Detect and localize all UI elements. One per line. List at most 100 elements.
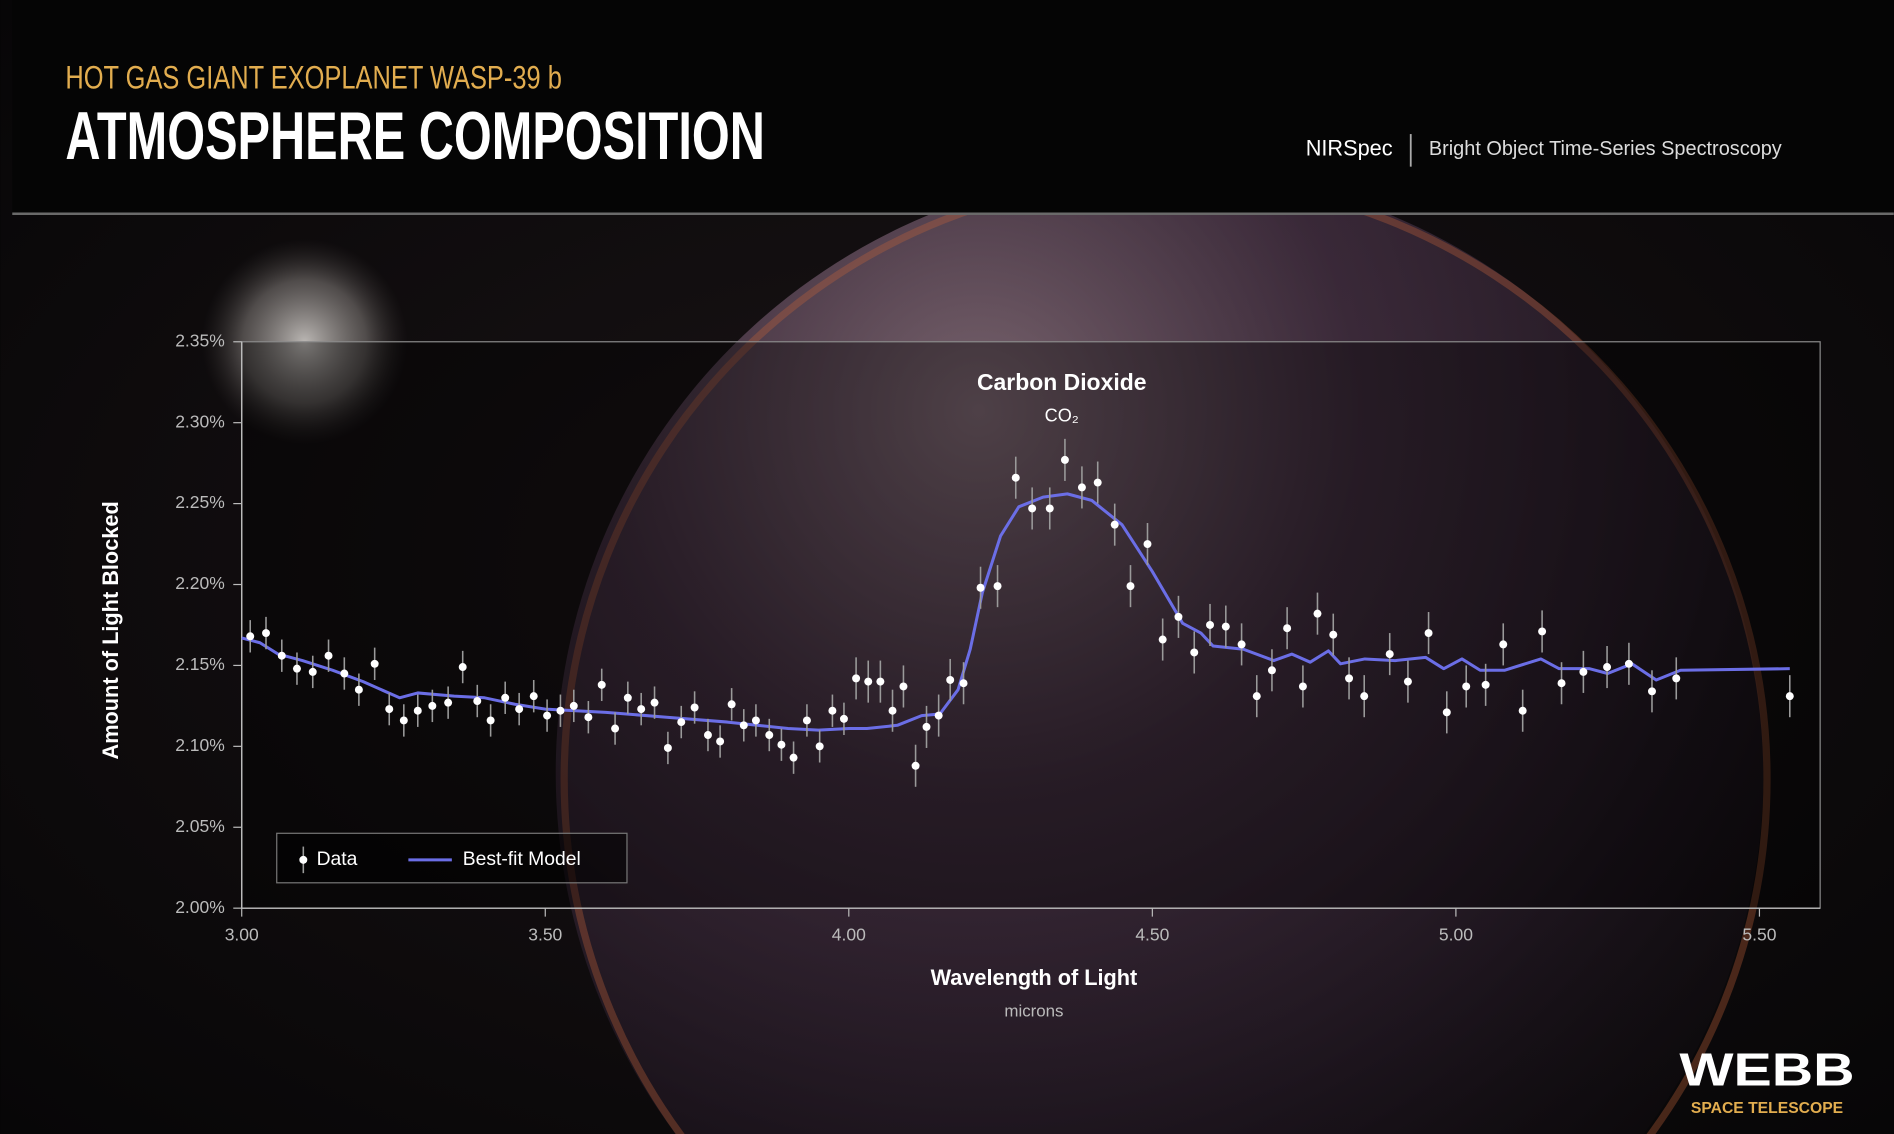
data-point (1579, 667, 1588, 676)
data-point (611, 724, 620, 733)
data-point (828, 706, 837, 715)
data-point (888, 706, 897, 715)
data-point (789, 753, 798, 762)
planet-art (555, 169, 1764, 1134)
data-point (473, 697, 482, 706)
data-point (703, 731, 712, 739)
data-point (1126, 582, 1135, 591)
data-point (1174, 612, 1183, 621)
data-point (1252, 692, 1261, 701)
data-point (1077, 483, 1086, 492)
data-point (650, 698, 659, 707)
x-tick-label: 4.00 (832, 925, 866, 945)
data-point (1237, 640, 1246, 649)
data-point (993, 582, 1002, 591)
data-point (1093, 478, 1102, 487)
data-point (1481, 680, 1490, 689)
legend-label: Best-fit Model (463, 849, 581, 870)
data-point (727, 700, 736, 709)
data-point (1499, 640, 1508, 649)
data-point (556, 706, 565, 715)
x-tick-label: 5.00 (1439, 925, 1473, 945)
x-tick-label: 3.00 (225, 925, 259, 945)
data-point (1345, 674, 1354, 683)
data-point (1206, 620, 1215, 629)
data-point (1329, 630, 1338, 639)
legend-point (299, 855, 308, 864)
data-point (486, 716, 495, 725)
data-point (292, 664, 301, 673)
data-point (324, 651, 333, 660)
data-point (623, 693, 632, 702)
y-tick-label: 2.10% (175, 735, 225, 755)
y-tick-label: 2.25% (175, 492, 225, 512)
data-point (413, 706, 422, 715)
data-point (751, 716, 760, 725)
legend-label: Data (317, 849, 358, 870)
data-point (677, 718, 686, 727)
y-tick-label: 2.00% (175, 897, 225, 917)
annotation: Carbon Dioxide (977, 369, 1147, 395)
data-point (370, 659, 379, 668)
data-point (663, 743, 672, 752)
y-axis-label: Amount of Light Blocked (98, 501, 123, 759)
x-tick-label: 3.50 (528, 925, 562, 945)
data-point (340, 669, 349, 678)
data-point (1060, 455, 1069, 464)
data-point (1624, 659, 1633, 668)
annotation-formula: CO₂ (1045, 405, 1079, 425)
data-point (934, 711, 943, 720)
data-point (515, 705, 524, 714)
header-title: ATMOSPHERE COMPOSITION (65, 99, 765, 174)
data-point (1011, 473, 1020, 482)
data-point (815, 742, 824, 751)
data-point (1190, 648, 1199, 657)
data-point (1298, 682, 1307, 691)
data-point (1672, 674, 1681, 683)
data-point (739, 721, 748, 730)
data-point (385, 705, 394, 714)
x-axis-label: Wavelength of Light (931, 965, 1138, 990)
data-point (876, 677, 885, 686)
data-point (852, 674, 861, 683)
y-tick-label: 2.20% (175, 573, 225, 593)
logo-tagline: SPACE TELESCOPE (1691, 1100, 1843, 1117)
logo: WEBB (1679, 1045, 1854, 1096)
data-point (246, 632, 255, 641)
data-point (597, 680, 606, 689)
data-point (976, 583, 985, 592)
data-point (501, 693, 510, 702)
data-point (1518, 706, 1527, 715)
data-point (1538, 627, 1547, 636)
header-subtitle: HOT GAS GIANT EXOPLANET WASP-39 b (65, 60, 561, 96)
header-band (12, 0, 1894, 213)
x-tick-label: 5.50 (1742, 925, 1776, 945)
data-point (864, 677, 873, 686)
model-line (241, 492, 1790, 732)
data-point (765, 731, 774, 739)
data-point (399, 716, 408, 725)
plot-frame (241, 341, 1821, 909)
x-tick-label: 4.50 (1135, 925, 1169, 945)
data-point (1158, 635, 1167, 644)
y-tick-label: 2.15% (175, 654, 225, 674)
data-point (1283, 624, 1292, 633)
instrument: NIRSpec (1306, 135, 1393, 160)
data-point (1143, 540, 1152, 549)
y-tick-label: 2.35% (175, 330, 225, 350)
data-point (584, 713, 593, 722)
data-point (946, 676, 955, 684)
data-point (802, 716, 811, 725)
data-point (1647, 687, 1656, 696)
data-point (839, 714, 848, 723)
data-point (1267, 666, 1276, 675)
data-point (543, 711, 552, 720)
data-point (1424, 629, 1433, 638)
data-point (1385, 650, 1394, 659)
data-point (637, 705, 646, 714)
data-point (899, 682, 908, 691)
legend-box (276, 832, 628, 884)
data-point (1403, 677, 1412, 686)
data-point (529, 692, 538, 701)
data-point (262, 629, 270, 638)
